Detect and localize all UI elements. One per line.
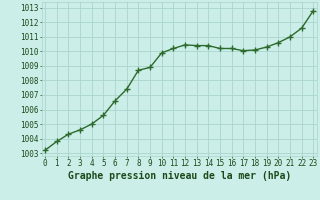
X-axis label: Graphe pression niveau de la mer (hPa): Graphe pression niveau de la mer (hPa) <box>68 171 291 181</box>
